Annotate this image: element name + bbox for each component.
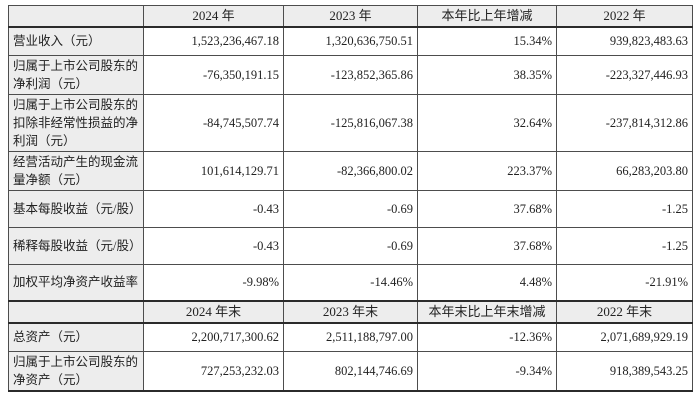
row-label-cell: 归属于上市公司股东的净利润（元） [8, 54, 144, 95]
value-cell-2022: -21.91% [556, 263, 693, 302]
year-header-row: 2024 年 2023 年 本年比上年增减 2022 年 [8, 5, 693, 28]
value-cell-2023: 1,320,636,750.51 [283, 26, 418, 56]
value-cell-change: 37.68% [417, 189, 557, 228]
value-cell-2023: 2,511,188,797.00 [283, 322, 418, 352]
year-header-cell-2023: 2023 年 [283, 5, 418, 28]
row-label-cell: 营业收入（元） [8, 26, 144, 56]
row-label-cell: 总资产（元） [8, 322, 144, 352]
value-cell-2022: -1.25 [556, 189, 693, 228]
table-row-basic-eps: 基本每股收益（元/股） -0.43 -0.69 37.68% -1.25 [8, 189, 693, 228]
year-header-cell-change: 本年比上年增减 [417, 5, 557, 28]
value-cell-change: 37.68% [417, 226, 557, 265]
row-label-cell: 基本每股收益（元/股） [8, 189, 144, 228]
table-row-net-profit: 归属于上市公司股东的净利润（元） -76,350,191.15 -123,852… [8, 54, 693, 95]
table-row-weighted-avg-roe: 加权平均净资产收益率 -9.98% -14.46% 4.48% -21.91% [8, 263, 693, 302]
value-cell-2024: 727,253,232.03 [143, 350, 284, 391]
year-header-blank-cell [8, 5, 144, 28]
value-cell-2024: -0.43 [143, 226, 284, 265]
value-cell-2023: -82,366,800.02 [283, 150, 418, 191]
table-row-net-profit-excl-nonrecurring: 归属于上市公司股东的扣除非经常性损益的净利润（元） -84,745,507.74… [8, 93, 693, 152]
year-end-header-cell-change: 本年末比上年末增减 [417, 300, 557, 324]
value-cell-2024: 2,200,717,300.62 [143, 322, 284, 352]
value-cell-change: 223.37% [417, 150, 557, 191]
table-row-total-assets: 总资产（元） 2,200,717,300.62 2,511,188,797.00… [8, 322, 693, 352]
financial-summary-table: 2024 年 2023 年 本年比上年增减 2022 年 营业收入（元） 1,5… [8, 5, 693, 392]
year-end-header-cell-2023: 2023 年末 [283, 300, 418, 324]
year-end-header-row: 2024 年末 2023 年末 本年末比上年末增减 2022 年末 [8, 300, 693, 324]
value-cell-change: 32.64% [417, 93, 557, 152]
value-cell-2024: -76,350,191.15 [143, 54, 284, 95]
value-cell-2023: -0.69 [283, 189, 418, 228]
row-label-cell: 经营活动产生的现金流量净额（元） [8, 150, 144, 191]
row-label-cell: 归属于上市公司股东的扣除非经常性损益的净利润（元） [8, 93, 144, 152]
value-cell-2023: -125,816,067.38 [283, 93, 418, 152]
table-row-operating-revenue: 营业收入（元） 1,523,236,467.18 1,320,636,750.5… [8, 26, 693, 56]
row-label-cell: 稀释每股收益（元/股） [8, 226, 144, 265]
value-cell-2024: 1,523,236,467.18 [143, 26, 284, 56]
value-cell-change: -9.34% [417, 350, 557, 391]
year-end-header-cell-2024: 2024 年末 [143, 300, 284, 324]
value-cell-2023: -123,852,365.86 [283, 54, 418, 95]
value-cell-change: -12.36% [417, 322, 557, 352]
value-cell-2023: -14.46% [283, 263, 418, 302]
year-header-cell-2024: 2024 年 [143, 5, 284, 28]
value-cell-2022: 939,823,483.63 [556, 26, 693, 56]
row-label-cell: 归属于上市公司股东的净资产（元） [8, 350, 144, 391]
year-end-header-cell-2022: 2022 年末 [556, 300, 693, 324]
row-label-cell: 加权平均净资产收益率 [8, 263, 144, 302]
value-cell-2024: -84,745,507.74 [143, 93, 284, 152]
value-cell-2023: 802,144,746.69 [283, 350, 418, 391]
value-cell-2024: 101,614,129.71 [143, 150, 284, 191]
value-cell-2022: 2,071,689,929.19 [556, 322, 693, 352]
value-cell-2022: -1.25 [556, 226, 693, 265]
value-cell-change: 15.34% [417, 26, 557, 56]
year-end-header-blank-cell [8, 300, 144, 324]
value-cell-2024: -9.98% [143, 263, 284, 302]
table-row-diluted-eps: 稀释每股收益（元/股） -0.43 -0.69 37.68% -1.25 [8, 226, 693, 265]
value-cell-2024: -0.43 [143, 189, 284, 228]
value-cell-2022: 918,389,543.25 [556, 350, 693, 391]
value-cell-change: 38.35% [417, 54, 557, 95]
value-cell-change: 4.48% [417, 263, 557, 302]
table-row-net-assets: 归属于上市公司股东的净资产（元） 727,253,232.03 802,144,… [8, 350, 693, 391]
value-cell-2023: -0.69 [283, 226, 418, 265]
table-row-operating-cash-flow: 经营活动产生的现金流量净额（元） 101,614,129.71 -82,366,… [8, 150, 693, 191]
year-header-cell-2022: 2022 年 [556, 5, 693, 28]
value-cell-2022: -237,814,312.86 [556, 93, 693, 152]
value-cell-2022: -223,327,446.93 [556, 54, 693, 95]
value-cell-2022: 66,283,203.80 [556, 150, 693, 191]
